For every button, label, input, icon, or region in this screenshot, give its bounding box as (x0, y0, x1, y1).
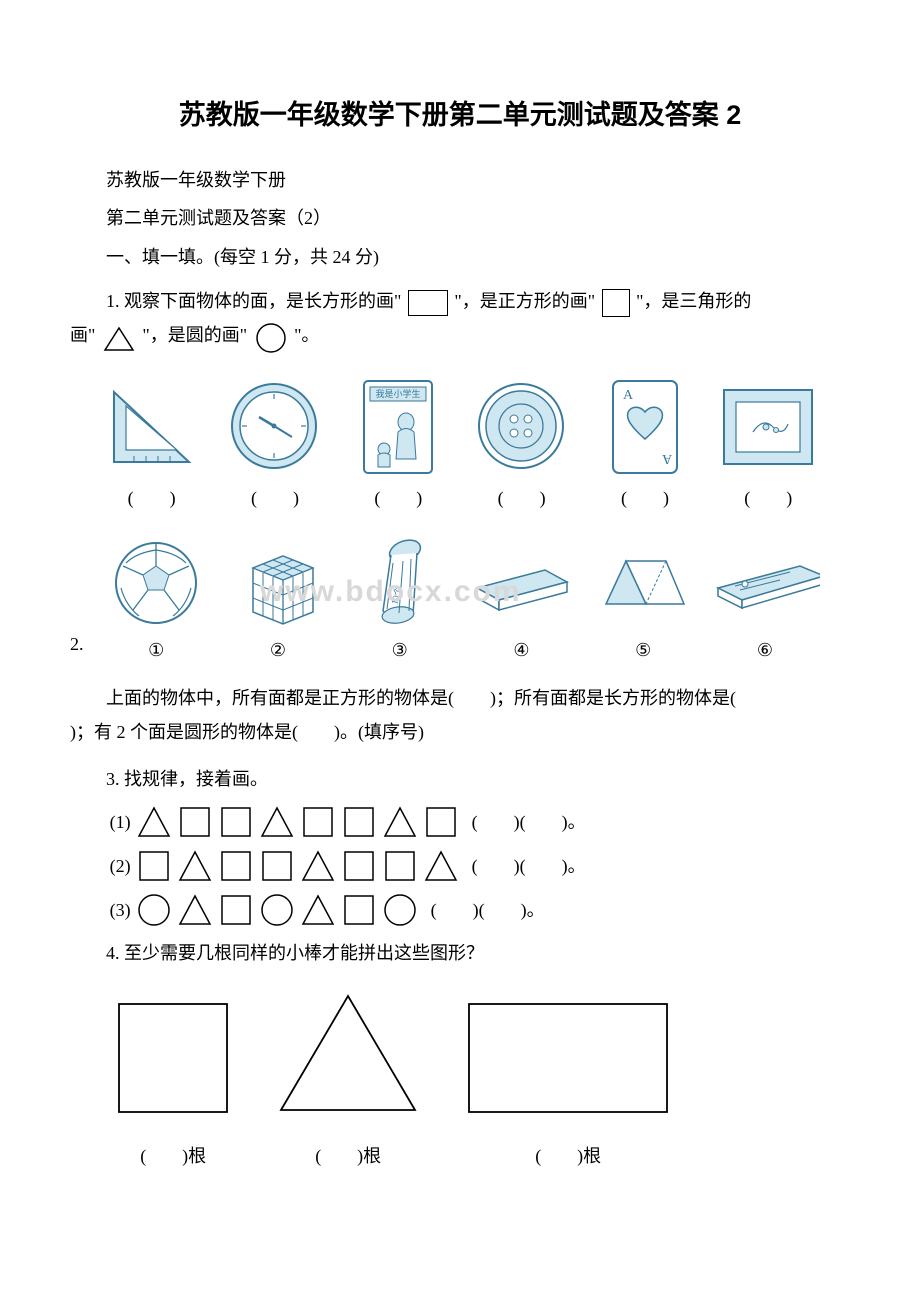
q2-text: 上面的物体中，所有面都是正方形的物体是( )；所有面都是长方形的物体是( )；有… (70, 681, 850, 749)
p3-label: (3) (110, 893, 131, 927)
circ-shape (259, 892, 295, 928)
sq-shape (341, 892, 377, 928)
p1-label: (1) (110, 805, 131, 839)
num-1: ① (101, 633, 211, 667)
square-icon (602, 289, 630, 317)
sq-shape (259, 848, 295, 884)
q4-captions: ( )根 ( )根 ( )根 (113, 1139, 850, 1173)
obj-eraser: ④ (467, 533, 577, 667)
sq-shape (218, 892, 254, 928)
sq-shape (136, 848, 172, 884)
q1-l2b: "，是圆的画" (142, 325, 247, 345)
q4-rectangle (463, 998, 673, 1129)
obj-pencilcase: ⑥ (710, 533, 820, 667)
sub-line-1: 苏教版一年级数学下册 (70, 163, 850, 197)
q4-text: 4. 至少需要几根同样的小棒才能拼出这些图形？ (70, 936, 850, 970)
caption-4: ( ) (467, 481, 577, 515)
q2-number: 2. (70, 627, 84, 661)
tri-shape (177, 848, 213, 884)
q1-text-line2: 画" "，是圆的画" "。 (70, 318, 850, 355)
q1-part1: 1. 观察下面物体的面，是长方形的画" (106, 291, 401, 311)
obj-rubikscube: ② (223, 533, 333, 667)
doc-title: 苏教版一年级数学下册第二单元测试题及答案 2 (70, 90, 850, 141)
q4-square (113, 998, 233, 1129)
circ-shape (136, 892, 172, 928)
obj-shuttlecock: 10个 ③ (345, 533, 455, 667)
q4-shapes-row (113, 988, 850, 1129)
q4-triangle (273, 988, 423, 1129)
circ-shape (382, 892, 418, 928)
objects-row-2: www.bdocx.com 2. ① (70, 533, 820, 667)
sq-shape (382, 848, 418, 884)
rectangle-icon (408, 290, 448, 316)
tri-shape (136, 804, 172, 840)
pattern-1: (1) ( )( )。 (110, 804, 850, 840)
pattern-3: (3) ( )( )。 (110, 892, 850, 928)
q4-cap-2: ( )根 (273, 1139, 423, 1173)
q2-line1: 上面的物体中，所有面都是正方形的物体是( )；所有面都是长方形的物体是( (70, 681, 850, 715)
q1-part2: "，是正方形的画" (454, 291, 595, 311)
sq-shape (423, 804, 459, 840)
num-2: ② (223, 633, 333, 667)
q4-cap-1: ( )根 (113, 1139, 233, 1173)
obj-book: 我是小学生 ( ) (343, 377, 453, 515)
obj-button: ( ) (467, 377, 577, 515)
caption-3: ( ) (343, 481, 453, 515)
sq-shape (341, 848, 377, 884)
tri-shape (177, 892, 213, 928)
tri-shape (300, 848, 336, 884)
obj-frame: ( ) (713, 377, 823, 515)
q1-l2a: 画" (70, 325, 95, 345)
num-5: ⑤ (588, 633, 698, 667)
sub-line-2: 第二单元测试题及答案（2） (70, 201, 850, 235)
q1-part3: "，是三角形的 (636, 291, 751, 311)
p3-blanks: ( )( )。 (431, 893, 545, 927)
pattern-2: (2) ( )( )。 (110, 848, 850, 884)
q2-line2: )；有 2 个面是圆形的物体是( )。(填序号) (70, 715, 850, 749)
caption-5: ( ) (590, 481, 700, 515)
q1-text: 1. 观察下面物体的面，是长方形的画" "，是正方形的画" "，是三角形的 (70, 284, 850, 318)
obj-ruler: ( ) (97, 377, 207, 515)
objects-row-1: ( ) ( ) 我是小学生 (90, 377, 830, 515)
q1-l2c: "。 (294, 325, 319, 345)
num-3: ③ (345, 633, 455, 667)
obj-soccerball: ① (101, 533, 211, 667)
sq-shape (177, 804, 213, 840)
p2-label: (2) (110, 849, 131, 883)
caption-6: ( ) (713, 481, 823, 515)
sq-shape (218, 804, 254, 840)
obj-prism: ⑤ (588, 533, 698, 667)
q3-text: 3. 找规律，接着画。 (70, 762, 850, 796)
sq-shape (218, 848, 254, 884)
svg-text:我是小学生: 我是小学生 (376, 388, 421, 399)
obj-clock: ( ) (220, 377, 330, 515)
triangle-icon (102, 320, 136, 354)
sq-shape (300, 804, 336, 840)
circle-icon (254, 319, 288, 355)
tri-shape (259, 804, 295, 840)
num-6: ⑥ (710, 633, 820, 667)
p1-blanks: ( )( )。 (472, 805, 586, 839)
p2-blanks: ( )( )。 (472, 849, 586, 883)
q4-cap-3: ( )根 (463, 1139, 673, 1173)
sq-shape (341, 804, 377, 840)
num-4: ④ (467, 633, 577, 667)
svg-text:A: A (661, 451, 672, 466)
tri-shape (300, 892, 336, 928)
caption-1: ( ) (97, 481, 207, 515)
tri-shape (423, 848, 459, 884)
tri-shape (382, 804, 418, 840)
obj-card: A A ( ) (590, 377, 700, 515)
svg-text:A: A (623, 388, 634, 403)
section-1-header: 一、填一填。(每空 1 分，共 24 分) (70, 240, 850, 274)
caption-2: ( ) (220, 481, 330, 515)
